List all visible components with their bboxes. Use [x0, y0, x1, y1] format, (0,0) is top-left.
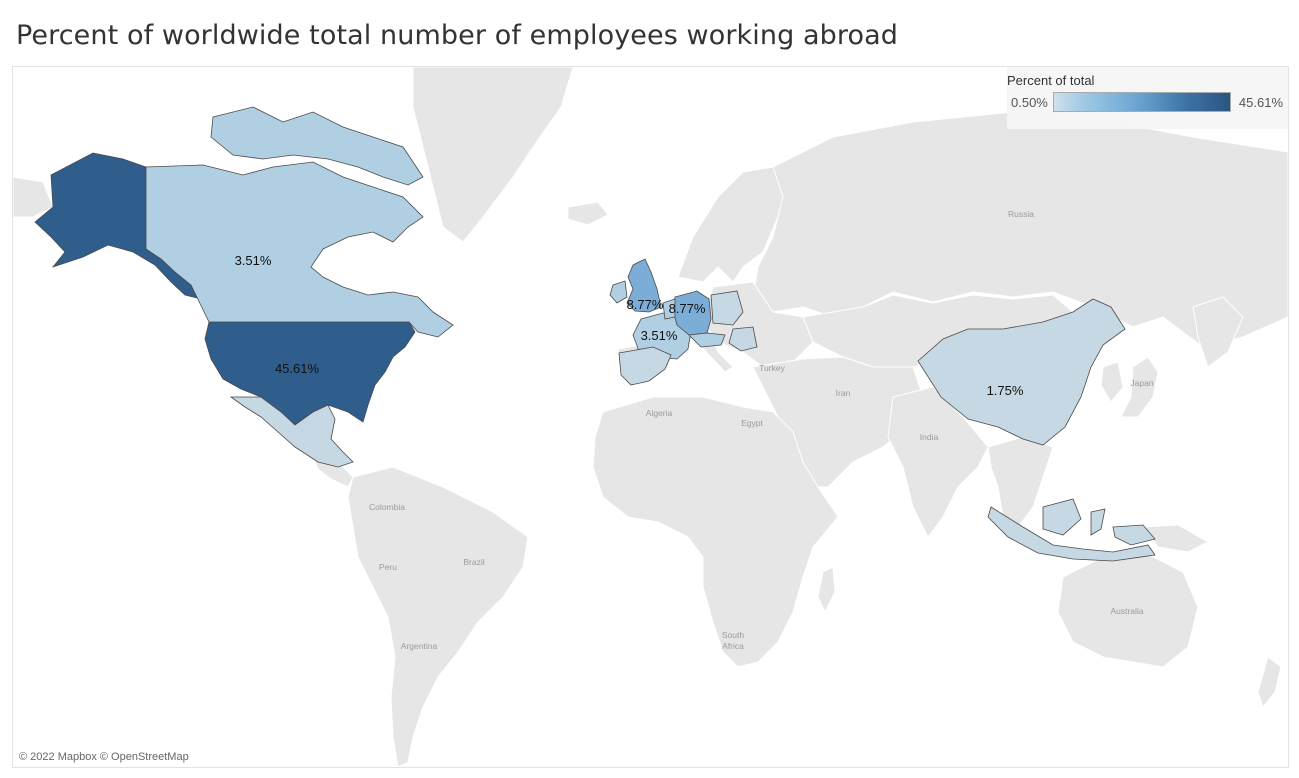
argentina-place-label: Argentina [401, 641, 438, 651]
borneo-shape[interactable] [1042, 498, 1082, 536]
canada-islands-shape[interactable] [210, 106, 424, 186]
brazil-place-label: Brazil [463, 557, 484, 567]
color-legend[interactable]: Percent of total 0.50% 45.61% [1007, 67, 1288, 129]
legend-gradient-bar [1053, 92, 1231, 112]
page-title: Percent of worldwide total number of emp… [16, 20, 899, 51]
uk-shape[interactable] [626, 258, 662, 313]
turkey-place-label: Turkey [759, 363, 785, 373]
romania-shape[interactable] [728, 326, 758, 352]
canada-shape[interactable] [145, 161, 454, 338]
india-shape [887, 386, 989, 538]
south-america-shape [347, 466, 529, 767]
china-value-label: 1.75% [987, 383, 1024, 398]
new-zealand-shape [1257, 656, 1282, 709]
uk-value-label: 8.77% [627, 297, 664, 312]
iran-place-label: Iran [836, 388, 851, 398]
greenland-shape [412, 67, 574, 243]
papua-indonesia-shape[interactable] [1112, 524, 1156, 546]
legend-title: Percent of total [1007, 73, 1095, 88]
map-attribution[interactable]: © 2022 Mapbox © OpenStreetMap [19, 751, 189, 763]
algeria-place-label: Algeria [646, 408, 673, 418]
sulawesi-shape[interactable] [1090, 508, 1106, 536]
arctic-islands-shape [13, 176, 54, 218]
east-russia-shape [1192, 296, 1244, 368]
legend-min-label: 0.50% [1011, 95, 1048, 110]
poland-shape[interactable] [710, 290, 744, 326]
india-place-label: India [920, 432, 939, 442]
australia-place-label: Australia [1110, 606, 1143, 616]
japan-shape [1120, 356, 1159, 418]
china-shape[interactable] [917, 298, 1126, 446]
benelux-shape[interactable] [662, 298, 676, 320]
africa-shape [592, 396, 839, 668]
mexico-shape[interactable] [229, 396, 354, 468]
madagascar-shape [817, 566, 836, 614]
south-africa-place-label-line1: South [722, 630, 744, 640]
south-africa-place-label-line2: Africa [722, 641, 744, 651]
iceland-shape [567, 201, 609, 226]
new-guinea-shape [1142, 524, 1210, 553]
egypt-place-label: Egypt [741, 418, 763, 428]
legend-max-label: 45.61% [1238, 95, 1283, 110]
france-value-label: 3.51% [641, 328, 678, 343]
russia-place-label: Russia [1008, 209, 1034, 219]
spain-shape[interactable] [618, 346, 672, 386]
peru-place-label: Peru [379, 562, 397, 572]
indonesia-shape[interactable] [987, 506, 1156, 562]
world-map[interactable]: 3.51% 45.61% 8.77% 8.77% 3.51% 1.75% Rus… [13, 67, 1288, 767]
canada-value-label: 3.51% [235, 253, 272, 268]
map-view[interactable]: 3.51% 45.61% 8.77% 8.77% 3.51% 1.75% Rus… [12, 66, 1289, 768]
japan-place-label: Japan [1130, 378, 1153, 388]
usa-shape[interactable] [204, 321, 416, 426]
korea-shape [1100, 361, 1124, 403]
colombia-place-label: Colombia [369, 502, 405, 512]
germany-value-label: 8.77% [669, 301, 706, 316]
ireland-shape[interactable] [609, 280, 628, 304]
usa-value-label: 45.61% [275, 361, 320, 376]
austria-shape[interactable] [688, 332, 726, 348]
